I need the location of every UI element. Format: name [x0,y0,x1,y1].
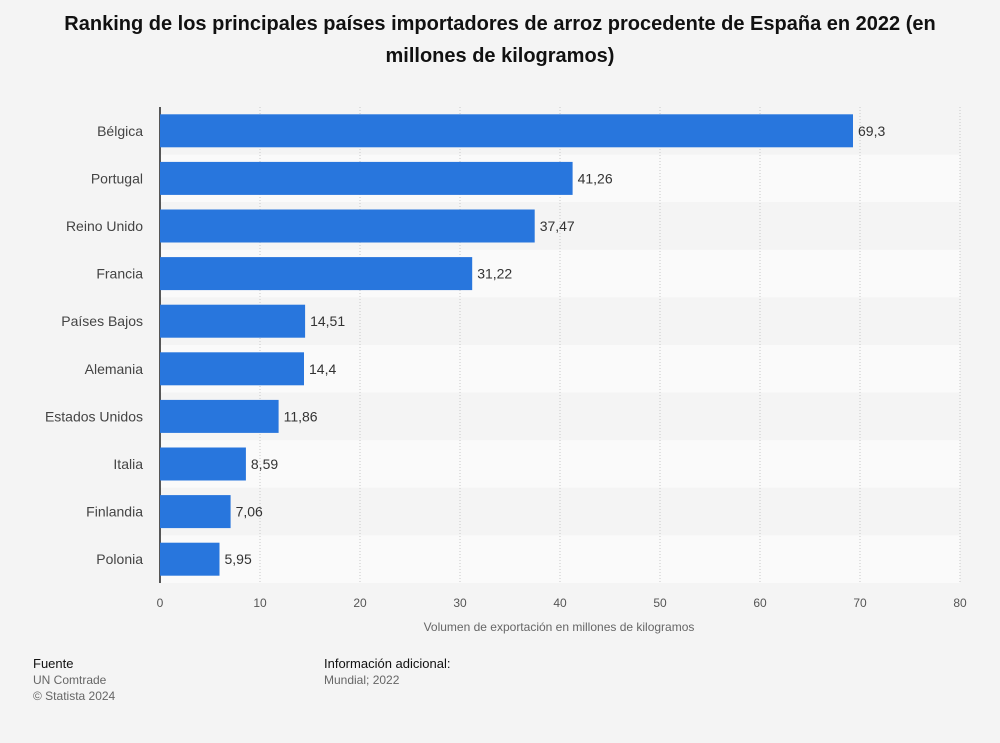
value-label: 7,06 [236,504,263,520]
value-label: 37,47 [540,218,575,234]
x-tick-label: 50 [653,596,667,610]
category-label: Finlandia [86,504,143,520]
x-tick-label: 20 [353,596,367,610]
chart-title: Ranking de los principales países import… [64,13,936,67]
info-heading: Información adicional: [324,656,451,671]
value-label: 14,51 [310,313,345,329]
value-label: 11,86 [284,408,318,424]
bar-reino-unido[interactable] [160,209,535,243]
category-label: Alemania [85,361,144,377]
category-label: Reino Unido [66,218,143,234]
value-label: 41,26 [578,170,613,186]
bar-italia[interactable] [160,447,246,481]
bar-estados-unidos[interactable] [160,399,279,433]
category-label: Bélgica [97,123,143,139]
bar-alemania[interactable] [160,352,304,386]
category-label: Italia [113,456,143,472]
bar-finlandia[interactable] [160,495,231,529]
category-label: Estados Unidos [45,408,143,424]
category-label: Portugal [91,170,143,186]
x-tick-label: 40 [553,596,567,610]
x-tick-label: 60 [753,596,767,610]
value-label: 31,22 [477,266,512,282]
x-axis-title: Volumen de exportación en millones de ki… [424,620,695,634]
bar-bélgica[interactable] [160,114,853,148]
value-label: 5,95 [225,551,252,567]
source-block: Fuente UN Comtrade © Statista 2024 [33,656,115,704]
x-tick-label: 0 [157,596,164,610]
x-tick-label: 80 [953,596,967,610]
x-tick-label: 70 [853,596,867,610]
value-label: 14,4 [309,361,336,377]
value-label: 69,3 [858,123,885,139]
source-heading: Fuente [33,656,74,671]
x-tick-label: 10 [253,596,267,610]
info-block: Información adicional: Mundial; 2022 [324,656,450,688]
value-label: 8,59 [251,456,278,472]
bar-países-bajos[interactable] [160,304,306,338]
info-text: Mundial; 2022 [324,673,400,687]
category-label: Polonia [96,551,143,567]
category-label: Francia [96,266,143,282]
copyright-text: © Statista 2024 [33,689,116,703]
category-label: Países Bajos [61,313,143,329]
bar-polonia[interactable] [160,542,220,576]
source-name[interactable]: UN Comtrade [33,673,107,687]
bar-francia[interactable] [160,257,473,291]
x-tick-label: 30 [453,596,467,610]
bar-portugal[interactable] [160,161,573,195]
